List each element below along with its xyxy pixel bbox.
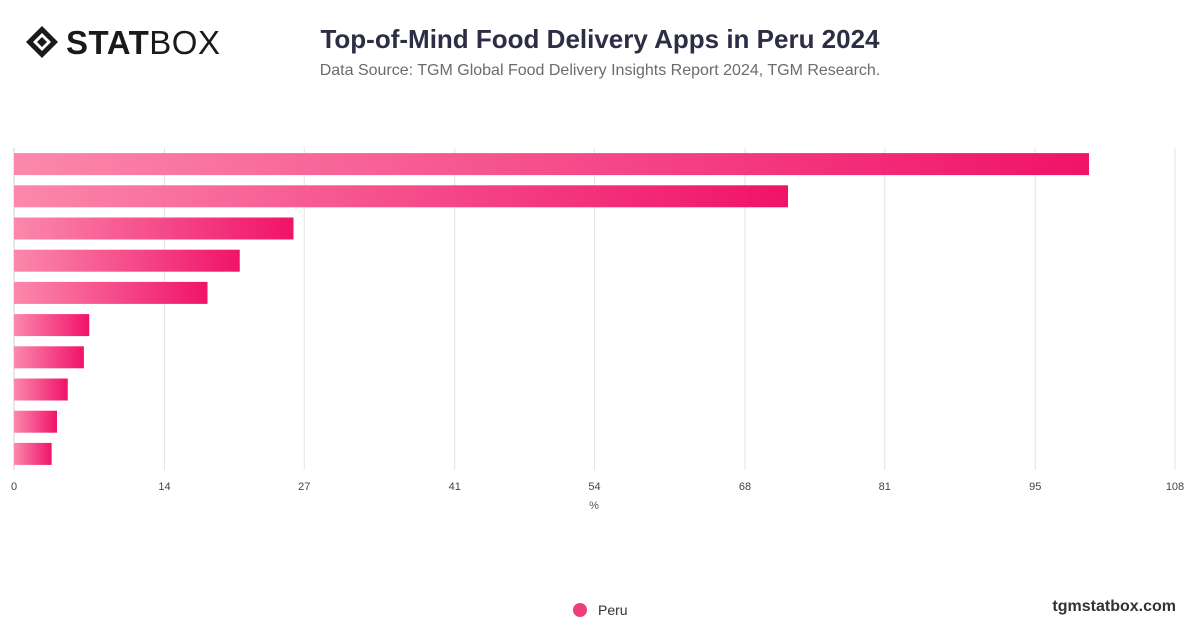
x-tick-label: 54 (588, 481, 600, 493)
x-axis-ticks: 0 14 27 41 54 68 81 95 108 (11, 481, 1184, 493)
legend[interactable]: Peru (573, 602, 628, 618)
x-tick-label: 27 (298, 481, 310, 493)
bar[interactable] (14, 153, 1089, 176)
legend-marker (573, 603, 587, 617)
bar[interactable] (14, 281, 208, 304)
site-url: tgmstatbox.com (1052, 598, 1176, 615)
bar[interactable] (14, 346, 84, 369)
logo-wordmark-light: BOX (149, 23, 221, 61)
bar[interactable] (14, 314, 90, 337)
legend-label: Peru (598, 602, 628, 618)
chart-title: Top-of-Mind Food Delivery Apps in Peru 2… (320, 24, 880, 54)
x-tick-label: 108 (1166, 481, 1184, 493)
x-tick-label: 0 (11, 481, 17, 493)
bar[interactable] (14, 217, 294, 240)
diamond-logo-icon (26, 26, 58, 58)
bar[interactable] (14, 378, 68, 401)
x-tick-label: 95 (1029, 481, 1041, 493)
bar[interactable] (14, 249, 240, 272)
logo-wordmark-bold: STAT (66, 23, 150, 61)
bars (14, 153, 1089, 465)
bar[interactable] (14, 410, 57, 433)
x-tick-label: 68 (739, 481, 751, 493)
x-tick-label: 41 (449, 481, 461, 493)
x-tick-label: 14 (158, 481, 170, 493)
x-axis-label: % (589, 500, 599, 512)
statbox-logo: STATBOX (24, 22, 220, 62)
bar[interactable] (14, 442, 52, 465)
x-tick-label: 81 (879, 481, 891, 493)
logo-wordmark: STATBOX (66, 26, 220, 59)
bar[interactable] (14, 185, 788, 208)
chart-subtitle: Data Source: TGM Global Food Delivery In… (319, 62, 881, 79)
